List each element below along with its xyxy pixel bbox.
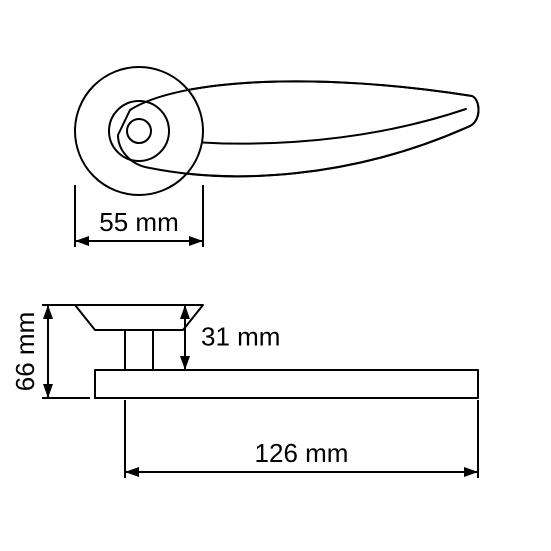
dim-55-label: 55 mm: [99, 207, 178, 237]
dim-31-label: 31 mm: [201, 322, 280, 352]
dim-66-label: 66 mm: [10, 312, 40, 391]
technical-drawing: 55 mm 66 mm 31 mm 126 mm: [0, 0, 551, 551]
top-view: 55 mm: [75, 67, 479, 247]
side-view: 66 mm 31 mm 126 mm: [10, 305, 478, 478]
dim-126-label: 126 mm: [255, 438, 349, 468]
